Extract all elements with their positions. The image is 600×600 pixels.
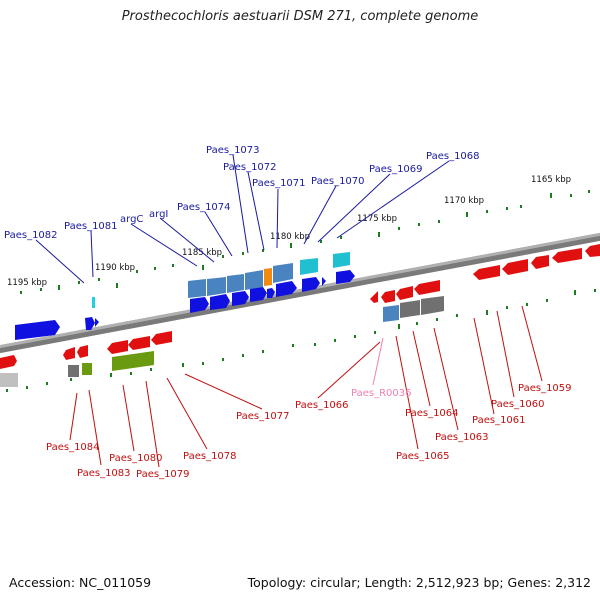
gene-fwd-c[interactable] xyxy=(232,291,249,306)
reverse-label-lines xyxy=(69,305,543,468)
label-paes-1077[interactable]: Paes_1077 xyxy=(236,411,290,422)
gene-paes-1069[interactable] xyxy=(333,252,350,268)
label-paes-1060[interactable]: Paes_1060 xyxy=(491,399,545,410)
forward-labels: Paes_1068 Paes_1069 Paes_1070 Paes_1071 … xyxy=(4,145,480,241)
gene-fwd-a[interactable] xyxy=(190,297,209,313)
label-paes-1083[interactable]: Paes_1083 xyxy=(77,468,131,479)
gene-fwd-i[interactable] xyxy=(336,270,355,284)
gene-paes-1081-cyan[interactable] xyxy=(92,297,95,308)
label-paes-1059[interactable]: Paes_1059 xyxy=(518,383,572,394)
scale-label-1165: 1165 kbp xyxy=(531,175,571,185)
label-paes-1080[interactable]: Paes_1080 xyxy=(109,453,163,464)
label-argc[interactable]: argC xyxy=(120,214,143,225)
gene-gray-1[interactable] xyxy=(400,300,420,318)
gene-paes-1063[interactable] xyxy=(414,280,440,295)
label-argi[interactable]: argI xyxy=(149,209,168,220)
gene-r0036[interactable] xyxy=(383,305,399,322)
gene-left-edge-gray[interactable] xyxy=(0,373,18,387)
gene-fwd-f[interactable] xyxy=(276,281,297,297)
gene-argc[interactable] xyxy=(227,274,244,293)
gene-right-edge[interactable] xyxy=(585,244,600,257)
gene-paes-1072[interactable] xyxy=(264,268,272,286)
label-paes-r0036[interactable]: Paes_R0036 xyxy=(351,388,411,399)
gene-paes-1078[interactable] xyxy=(151,331,172,345)
gene-paes-1059-a[interactable] xyxy=(531,255,549,269)
scale-ticks-lower xyxy=(6,289,596,392)
label-paes-1074[interactable]: Paes_1074 xyxy=(177,202,231,213)
gene-paes-1074[interactable] xyxy=(188,279,206,298)
label-paes-1073[interactable]: Paes_1073 xyxy=(206,145,260,156)
gene-gray-2[interactable] xyxy=(421,296,444,315)
reverse-strand-genes xyxy=(0,244,600,387)
scale-label-1175: 1175 kbp xyxy=(357,214,397,224)
gene-paes-1071[interactable] xyxy=(273,263,293,283)
gene-paes-1079[interactable] xyxy=(128,336,150,350)
label-paes-1061[interactable]: Paes_1061 xyxy=(472,415,526,426)
gene-fwd-g[interactable] xyxy=(302,277,320,292)
accession-text: Accession: NC_011059 xyxy=(9,575,152,590)
label-paes-1078[interactable]: Paes_1078 xyxy=(183,451,237,462)
gene-paes-1073[interactable] xyxy=(245,270,263,290)
gene-paes-1081b[interactable] xyxy=(95,318,99,327)
gene-paes-1083-olive[interactable] xyxy=(82,363,92,375)
label-paes-1064[interactable]: Paes_1064 xyxy=(405,408,459,419)
label-paes-1084[interactable]: Paes_1084 xyxy=(46,442,100,453)
map-title: Prosthecochloris aestuarii DSM 271, comp… xyxy=(121,9,479,24)
gene-paes-1080[interactable] xyxy=(107,340,128,354)
gene-fwd-d[interactable] xyxy=(250,287,267,302)
gene-paes-1084[interactable] xyxy=(63,347,75,360)
scale-label-1190: 1190 kbp xyxy=(95,263,135,273)
scale-label-1170: 1170 kbp xyxy=(444,196,484,206)
gene-left-edge-1[interactable] xyxy=(0,355,17,369)
label-paes-1081[interactable]: Paes_1081 xyxy=(64,221,118,232)
gene-fwd-h[interactable] xyxy=(322,277,326,286)
genome-backbone-highlight xyxy=(0,232,600,349)
gene-paes-1082[interactable] xyxy=(15,320,60,340)
label-paes-1070[interactable]: Paes_1070 xyxy=(311,176,365,187)
gene-paes-1059[interactable] xyxy=(552,248,582,263)
label-paes-1065[interactable]: Paes_1065 xyxy=(396,451,450,462)
gene-argi[interactable] xyxy=(207,277,226,296)
gene-fwd-e[interactable] xyxy=(267,288,275,298)
scale-label-1185: 1185 kbp xyxy=(182,248,222,258)
gene-paes-1065[interactable] xyxy=(381,290,395,303)
gene-paes-1081[interactable] xyxy=(85,317,95,330)
scale-ticks-upper xyxy=(20,190,590,294)
forward-label-lines xyxy=(35,154,450,284)
label-paes-1072[interactable]: Paes_1072 xyxy=(223,162,277,173)
gene-fwd-b[interactable] xyxy=(210,294,230,310)
scale-labels: 1165 kbp 1170 kbp 1175 kbp 1180 kbp 1185… xyxy=(7,175,571,288)
gene-paes-1060[interactable] xyxy=(502,259,528,275)
scale-label-1195: 1195 kbp xyxy=(7,278,47,288)
gene-paes-1084-gray[interactable] xyxy=(68,365,79,377)
r0036-label-line xyxy=(372,337,384,386)
gene-paes-1064[interactable] xyxy=(396,286,413,300)
reverse-labels: Paes_1059 Paes_1060 Paes_1061 Paes_1063 … xyxy=(46,383,572,480)
label-paes-1082[interactable]: Paes_1082 xyxy=(4,230,58,241)
label-paes-1066[interactable]: Paes_1066 xyxy=(295,400,349,411)
gene-paes-1070[interactable] xyxy=(300,258,318,275)
label-paes-1069[interactable]: Paes_1069 xyxy=(369,164,423,175)
label-paes-1079[interactable]: Paes_1079 xyxy=(136,469,190,480)
forward-strand-genes xyxy=(15,252,355,340)
gene-paes-1066[interactable] xyxy=(370,291,378,303)
label-paes-1071[interactable]: Paes_1071 xyxy=(252,178,306,189)
scale-label-1180: 1180 kbp xyxy=(270,232,310,242)
label-paes-1068[interactable]: Paes_1068 xyxy=(426,151,480,162)
gene-paes-1061[interactable] xyxy=(473,265,500,280)
gene-paes-1083[interactable] xyxy=(77,345,88,358)
gene-paes-1077[interactable] xyxy=(112,351,154,371)
label-paes-1063[interactable]: Paes_1063 xyxy=(435,432,489,443)
topology-summary: Topology: circular; Length: 2,512,923 bp… xyxy=(247,575,591,590)
